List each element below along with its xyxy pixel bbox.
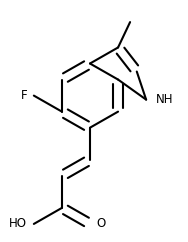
Text: HO: HO bbox=[9, 217, 27, 230]
Text: NH: NH bbox=[155, 93, 173, 106]
Text: O: O bbox=[97, 217, 106, 230]
Text: F: F bbox=[20, 89, 27, 102]
